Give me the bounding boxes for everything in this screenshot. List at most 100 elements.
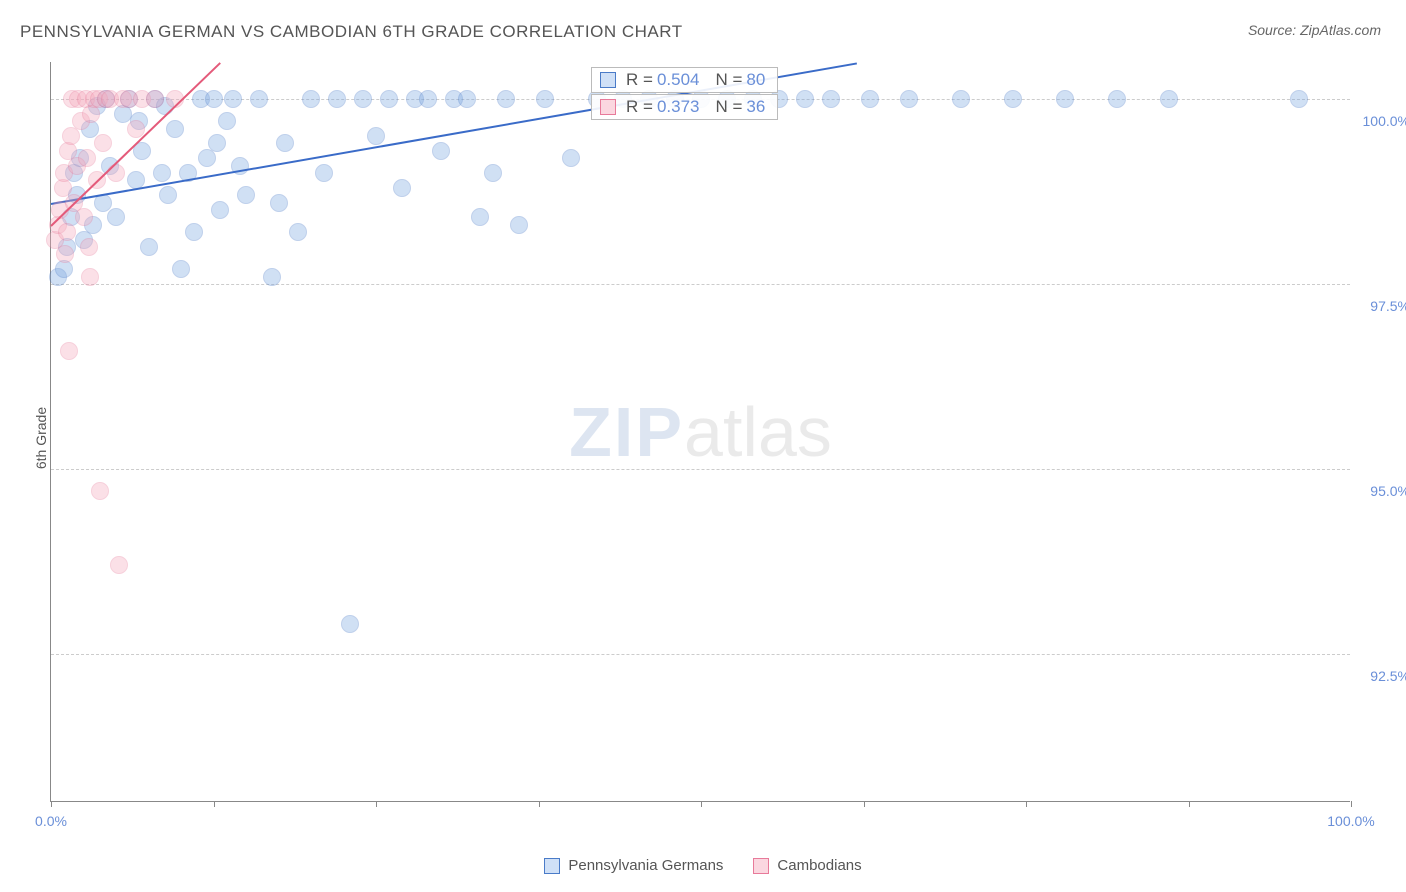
stat-swatch [600, 72, 616, 88]
gridline-h [51, 469, 1350, 470]
scatter-point [198, 149, 216, 167]
scatter-point [159, 186, 177, 204]
n-label: N = [715, 70, 742, 90]
gridline-h [51, 654, 1350, 655]
scatter-point [58, 223, 76, 241]
y-tick-label: 95.0% [1355, 483, 1406, 499]
y-axis-label: 6th Grade [33, 407, 49, 469]
legend-item: Pennsylvania Germans [544, 857, 723, 874]
scatter-point [289, 223, 307, 241]
scatter-point [78, 149, 96, 167]
scatter-point [1056, 90, 1074, 108]
scatter-point [341, 615, 359, 633]
n-value: 80 [746, 70, 765, 90]
scatter-point [380, 90, 398, 108]
scatter-point [393, 179, 411, 197]
x-tick [376, 801, 377, 807]
scatter-point [205, 90, 223, 108]
x-tick [51, 801, 52, 807]
x-tick-label: 0.0% [35, 813, 67, 829]
r-label: R = [626, 97, 653, 117]
r-value: 0.504 [657, 70, 700, 90]
scatter-point [536, 90, 554, 108]
y-tick-label: 100.0% [1355, 113, 1406, 129]
scatter-point [419, 90, 437, 108]
correlation-stat-box: R =0.373N =36 [591, 94, 778, 120]
scatter-point [146, 90, 164, 108]
scatter-point [302, 90, 320, 108]
scatter-point [91, 482, 109, 500]
gridline-h [51, 284, 1350, 285]
source-label: Source: ZipAtlas.com [1248, 22, 1381, 38]
scatter-point [172, 260, 190, 278]
scatter-point [900, 90, 918, 108]
scatter-point [1290, 90, 1308, 108]
scatter-point [263, 268, 281, 286]
y-tick-label: 92.5% [1355, 668, 1406, 684]
legend-label: Cambodians [777, 857, 861, 874]
scatter-point [562, 149, 580, 167]
scatter-point [1108, 90, 1126, 108]
scatter-point [60, 342, 78, 360]
scatter-point [218, 112, 236, 130]
scatter-point [80, 238, 98, 256]
y-tick-label: 97.5% [1355, 298, 1406, 314]
scatter-point [315, 164, 333, 182]
scatter-point [822, 90, 840, 108]
scatter-point [166, 120, 184, 138]
x-tick [214, 801, 215, 807]
trend-line [50, 62, 220, 226]
legend: Pennsylvania Germans Cambodians [0, 857, 1406, 874]
scatter-point [237, 186, 255, 204]
scatter-point [458, 90, 476, 108]
legend-label: Pennsylvania Germans [568, 857, 723, 874]
scatter-point [94, 134, 112, 152]
x-tick [1351, 801, 1352, 807]
x-tick [1026, 801, 1027, 807]
scatter-point [140, 238, 158, 256]
scatter-point [276, 134, 294, 152]
plot-area: ZIPatlas 100.0%97.5%95.0%92.5%0.0%100.0%… [50, 62, 1350, 802]
x-tick [701, 801, 702, 807]
scatter-point [328, 90, 346, 108]
r-value: 0.373 [657, 97, 700, 117]
scatter-point [484, 164, 502, 182]
scatter-point [110, 556, 128, 574]
scatter-point [510, 216, 528, 234]
scatter-point [153, 164, 171, 182]
scatter-point [497, 90, 515, 108]
scatter-point [75, 208, 93, 226]
scatter-point [81, 268, 99, 286]
scatter-point [270, 194, 288, 212]
scatter-point [250, 90, 268, 108]
x-tick-label: 100.0% [1327, 813, 1374, 829]
legend-swatch [544, 858, 560, 874]
scatter-point [367, 127, 385, 145]
correlation-stat-box: R =0.504 N =80 [591, 67, 778, 93]
scatter-point [952, 90, 970, 108]
scatter-point [208, 134, 226, 152]
stat-swatch [600, 99, 616, 115]
scatter-point [62, 127, 80, 145]
scatter-point [1004, 90, 1022, 108]
x-tick [864, 801, 865, 807]
scatter-point [861, 90, 879, 108]
scatter-point [56, 245, 74, 263]
scatter-point [432, 142, 450, 160]
r-label: R = [626, 70, 653, 90]
chart-title: PENNSYLVANIA GERMAN VS CAMBODIAN 6TH GRA… [20, 22, 683, 42]
watermark: ZIPatlas [569, 392, 832, 472]
x-tick [1189, 801, 1190, 807]
x-tick [539, 801, 540, 807]
legend-swatch [753, 858, 769, 874]
scatter-point [224, 90, 242, 108]
scatter-point [354, 90, 372, 108]
scatter-point [1160, 90, 1178, 108]
watermark-zip: ZIP [569, 393, 684, 471]
legend-item: Cambodians [753, 857, 861, 874]
scatter-point [127, 120, 145, 138]
scatter-point [185, 223, 203, 241]
scatter-point [211, 201, 229, 219]
scatter-point [471, 208, 489, 226]
n-label: N = [715, 97, 742, 117]
